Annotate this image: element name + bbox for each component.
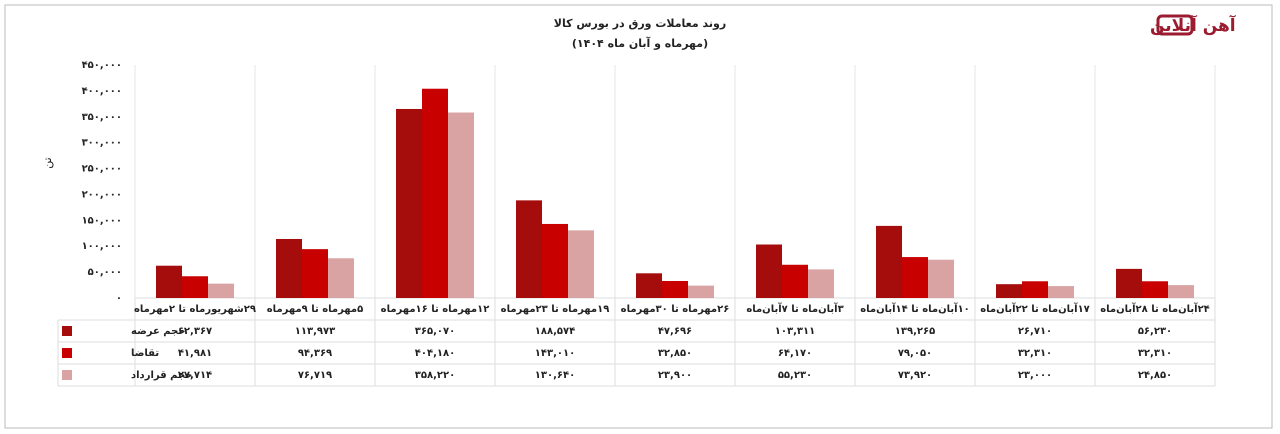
y-axis-label: تن [41,157,54,168]
chart-title: روند معاملات ورق در بورس کالا [554,17,726,30]
table-cell: ۱۸۸,۵۷۴ [535,326,575,337]
bar [516,200,542,298]
logo: آهن آنلاین [1150,14,1237,36]
table-cell: ۴۷,۶۹۶ [658,326,692,337]
table-cell: ۷۶,۷۱۹ [298,370,332,381]
y-tick-label: ۵۰,۰۰۰ [88,267,122,278]
logo-icon [1156,14,1194,36]
table-cell: ۷۳,۹۲۰ [898,370,932,381]
legend-label: حجم قرارداد [131,370,192,381]
y-tick-label: ۱۵۰,۰۰۰ [82,215,122,226]
bar [782,264,808,298]
legend-swatch [62,326,72,336]
table-cell: ۲۳,۰۰۰ [1018,370,1052,381]
bar [636,273,662,298]
y-tick-label: ۲۰۰,۰۰۰ [82,189,122,200]
table-cell: ۴۱,۹۸۱ [178,348,212,359]
y-tick-label: ۴۰۰,۰۰۰ [82,86,122,97]
table-cell: ۶۲,۳۶۷ [178,326,212,337]
frame [4,4,1273,429]
legend-swatch [62,370,72,380]
bar [756,244,782,298]
table-cell: ۳۲,۳۱۰ [1138,348,1172,359]
bar [276,238,302,298]
table-cell: ۵۵,۲۳۰ [778,370,812,381]
bar [422,88,448,298]
legend-swatch [62,348,72,358]
table-cell: ۳۲,۳۱۰ [1018,348,1052,359]
x-tick-label: ۱۷آبان‌ماه تا ۲۲آبان‌ماه [980,302,1090,315]
y-tick-label: ۴۵۰,۰۰۰ [82,60,122,71]
logo-text: آهن آنلاین [1150,14,1237,36]
y-tick-label: ۳۵۰,۰۰۰ [82,112,122,123]
x-tick-label: ۱۰آبان‌ماه تا ۱۴آبان‌ماه [860,302,970,315]
bar [876,225,902,298]
bar [182,276,208,298]
bar [448,112,474,299]
y-tick-label: ۳۰۰,۰۰۰ [82,138,122,149]
bar [1168,285,1194,298]
bar [302,249,328,298]
bar [156,265,182,298]
bar [396,108,422,298]
bar [542,223,568,298]
bar [328,258,354,298]
table-cell: ۱۳۰,۶۴۰ [535,370,575,381]
bar [996,284,1022,298]
bar [902,257,928,298]
table-cell: ۱۱۳,۹۷۳ [295,326,335,337]
x-tick-label: ۲۹شهریورماه تا ۲مهرماه [134,304,256,315]
chart-subtitle: (مهرماه و آبان ماه ۱۴۰۴) [572,36,708,50]
bar [1142,281,1168,298]
legend-label: تقاضا [131,348,159,359]
table-cell: ۱۰۳,۳۱۱ [775,326,815,337]
table-cell: ۵۶,۲۳۰ [1138,326,1172,337]
table-cell: ۳۶۵,۰۷۰ [415,326,455,337]
bar [662,280,688,298]
bar [1022,281,1048,298]
table-cell: ۳۲,۸۵۰ [658,348,692,359]
x-tick-label: ۳آبان‌ماه تا ۷آبان‌ماه [746,302,843,315]
table-cell: ۴۰۴,۱۸۰ [415,348,455,359]
table-cell: ۶۴,۱۷۰ [778,348,812,359]
bar [1048,286,1074,298]
y-tick-label: ۲۵۰,۰۰۰ [82,164,122,175]
bar [208,283,234,298]
table-cell: ۳۵۸,۲۲۰ [415,370,455,381]
x-tick-label: ۲۶مهرماه تا ۳۰مهرماه [621,304,730,315]
table-cell: ۱۴۳,۰۱۰ [535,348,575,359]
bar [1116,268,1142,298]
table-cell: ۲۴,۸۵۰ [1138,370,1172,381]
table-cell: ۱۳۹,۲۶۵ [895,326,935,337]
table-cell: ۷۹,۰۵۰ [898,348,932,359]
table-cell: ۲۶,۷۱۰ [1018,326,1052,337]
y-tick-label: ۰ [116,293,122,304]
table-cell: ۲۷,۷۱۴ [178,370,212,381]
x-tick-label: ۲۴آبان‌ماه تا ۲۸آبان‌ماه [1100,302,1210,315]
table-cell: ۹۴,۳۶۹ [298,348,332,359]
bar [568,230,594,298]
bar [808,269,834,298]
bar [688,285,714,298]
x-tick-label: ۱۲مهرماه تا ۱۶مهرماه [381,304,490,315]
legend-label: حجم عرضه [131,326,186,337]
table-cell: ۲۳,۹۰۰ [658,370,692,381]
bar [928,259,954,298]
x-tick-label: ۱۹مهرماه تا ۲۳مهرماه [501,304,610,315]
x-tick-label: ۵مهرماه تا ۹مهرماه [267,304,363,315]
y-tick-label: ۱۰۰,۰۰۰ [82,241,122,252]
